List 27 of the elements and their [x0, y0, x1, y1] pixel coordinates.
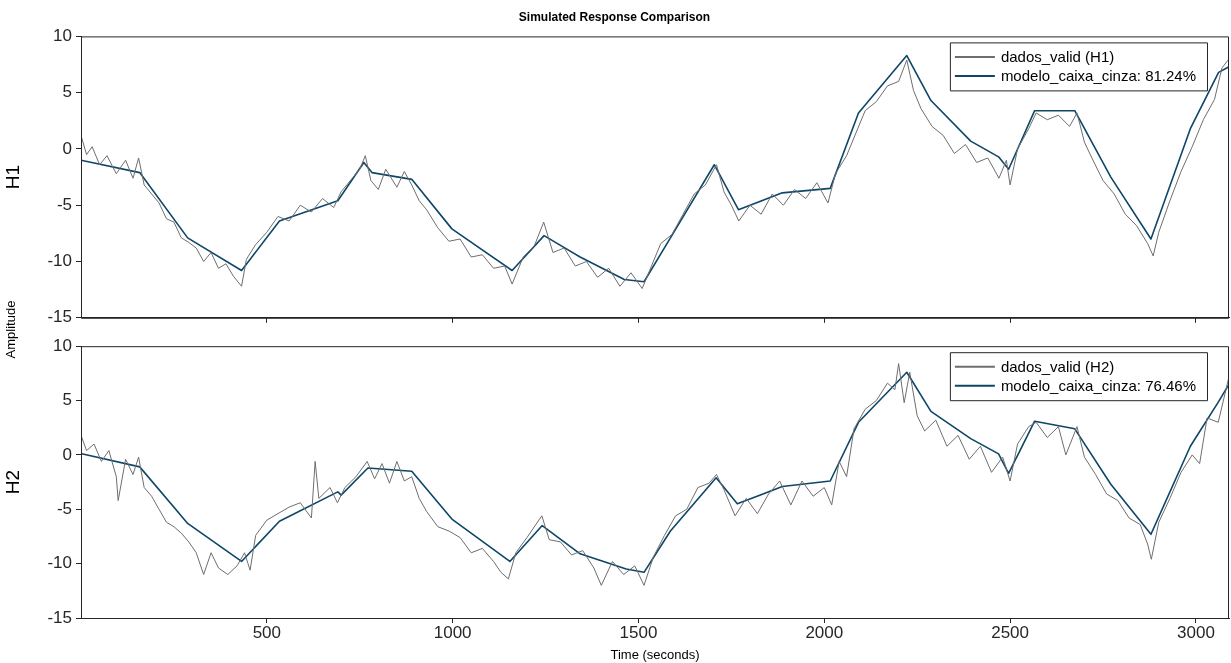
y-tick-label: 0 [62, 444, 72, 464]
x-tick-label: 1500 [619, 622, 658, 642]
y-tick-label: 5 [62, 390, 72, 410]
y-tick-label: 10 [53, 335, 72, 355]
y-tick-label: -5 [56, 194, 72, 214]
y-tick-label: -10 [47, 553, 72, 573]
y-tick-label: -15 [47, 307, 72, 327]
y-tick-label: 0 [62, 138, 72, 158]
y-axis-title: H2 [1, 469, 23, 495]
y-tick-label: 10 [53, 26, 72, 46]
x-tick-label: 3000 [1177, 622, 1215, 642]
legend-label: modelo_caixa_cinza: 76.46% [1000, 376, 1196, 394]
chart-title: Simulated Response Comparison [518, 9, 711, 24]
x-axis-title: Time (seconds) [610, 646, 700, 662]
y-tick-label: 5 [62, 82, 72, 102]
y-axis-title: H1 [1, 164, 23, 190]
x-tick-label: 1000 [433, 622, 472, 642]
legend-label: modelo_caixa_cinza: 81.24% [1000, 67, 1196, 85]
legend-label: dados_valid (H2) [1000, 357, 1115, 375]
x-tick-label: 500 [252, 622, 282, 642]
x-tick-label: 2000 [805, 622, 844, 642]
legend-label: dados_valid (H1) [1000, 48, 1115, 66]
y-tick-label: -10 [47, 251, 72, 271]
text: Amplitude [3, 300, 19, 359]
y-tick-label: -15 [47, 607, 72, 627]
y-tick-label: -5 [56, 498, 72, 518]
x-tick-label: 2500 [991, 622, 1030, 642]
